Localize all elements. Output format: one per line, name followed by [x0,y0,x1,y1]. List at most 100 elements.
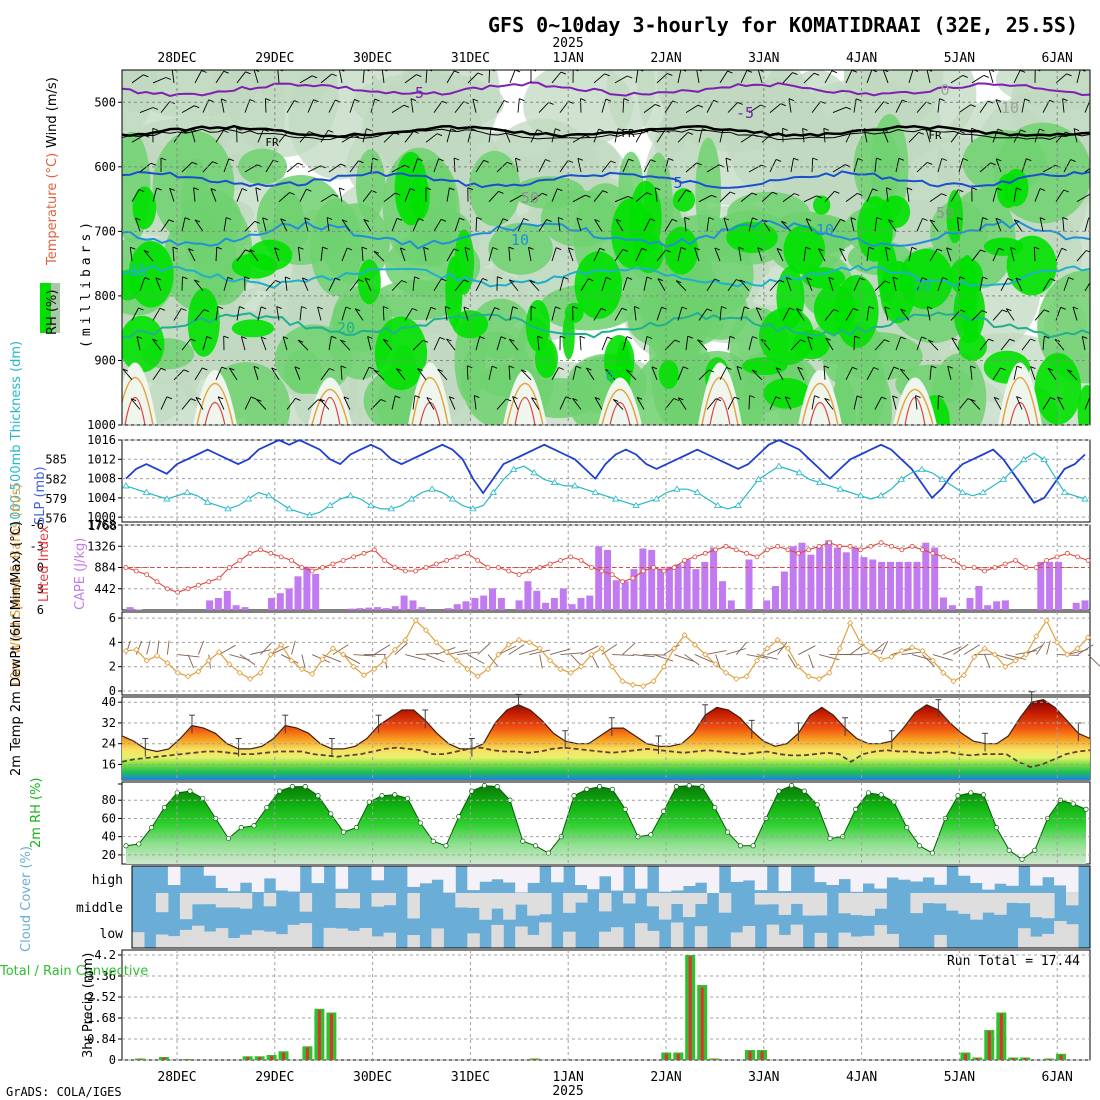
cloud-cell [623,893,636,904]
cape-bar [1072,602,1080,610]
wind-speed-point [660,663,667,670]
temp-tick-label: 32 [102,716,116,730]
lifted-index-point [340,558,346,563]
cape-bar [727,600,735,610]
cloud-cell [1030,866,1043,886]
cloud-cell [599,931,612,948]
precip-conv-bar [533,1058,537,1061]
wind-barb [943,646,962,655]
wind-barb [415,652,438,655]
cape-bar [1001,600,1009,610]
thickness-point [367,501,375,508]
wind-barb [456,651,479,655]
contour-label: 20 [913,277,931,295]
contour-label: 0 [940,81,949,99]
rh2m-point [289,784,295,790]
lifted-index-point [371,547,377,553]
wind-speed-point [184,673,192,680]
chart-title: GFS 0~10day 3-hourly for KOMATIDRAAI (32… [488,13,1078,37]
wind-barb [146,640,151,655]
cloud-cell [850,893,863,916]
wind-speed-point [205,657,212,664]
cape-bar [232,605,240,610]
rh2m-point [917,843,923,849]
wind-speed-point [888,653,895,661]
lifted-index-point [289,558,294,563]
wind-barb [1077,644,1094,655]
lifted-index-point [1013,558,1018,563]
wind-speed-point [412,617,419,624]
contour-label: -5 [736,104,754,122]
wind-speed-point [547,657,554,664]
wind-barb [953,643,969,655]
run-total: Run Total = 17.44 [947,954,1080,969]
cape-bar [763,600,771,610]
wind-barb [218,644,236,655]
cloud-cell [227,938,241,948]
cloud-cell [694,926,708,948]
thickness-point [693,488,702,495]
cloud-cell [982,893,995,913]
cloud-cell [874,893,887,909]
lifted-index-point [640,568,646,574]
svg-text:2m Temp 2m DewPt (6hr Min/Max): 2m Temp 2m DewPt (6hr Min/Max) (°C) [9,521,24,776]
lifted-index-point [609,572,615,577]
cape-tick-label: 442 [94,582,116,596]
cloud-cell [958,893,971,914]
cape-bar [1081,600,1089,610]
wind-barb [487,654,499,668]
cape-bar [993,601,1001,610]
wind-speed-point [671,645,678,652]
rh2m-point [609,786,615,792]
rh2m-point [673,784,679,790]
cloud-cell [742,866,756,881]
cape-bar [860,557,868,610]
cape-bar [816,546,824,611]
wind-speed-point [650,678,657,685]
cloud-cell [407,935,420,948]
precip-ylabel: Total / Rain Convective 3hr Precip (mm) [0,953,148,1058]
wind-barb [1025,645,1043,655]
cape-bar [294,576,302,610]
wind-barb [674,654,694,662]
wind-barb [756,654,778,660]
wind-barb [653,654,674,662]
lifted-index-point [402,568,408,574]
wind-speed-point [1002,663,1009,670]
rh2m-point [520,838,526,844]
cloud-cell [215,893,229,908]
lifted-index-point [382,558,388,563]
cloud-cell [886,933,899,948]
cloud-cell [371,866,384,881]
wind-speed-point [391,646,399,653]
thickness-point [999,475,1008,482]
precip-conv-bar [975,1058,979,1060]
wind-speed-point [278,641,285,648]
precip-conv-bar [246,1057,250,1060]
rh2m-point [238,825,244,831]
cape-bar [674,564,682,610]
cloud-cell [790,924,804,948]
pressure-tick-label: 500 [94,95,116,109]
wind-barb [508,644,525,655]
cloud-cell [874,866,887,889]
lifted-index-point [1075,554,1081,560]
wind-barb [291,640,296,655]
thickness-point [265,491,273,499]
cape-bar [1055,561,1062,610]
temp-tick-label: 16 [102,757,116,771]
thickness-point [305,511,314,518]
wind-tick-label: 0 [109,684,116,698]
rh2m-point [1083,806,1089,812]
cloud-cell [167,866,181,885]
cape-bar [524,581,532,610]
lifted-index-point [868,543,874,549]
cloud-cell [838,893,851,914]
cloud-cell [1054,866,1067,886]
wind-barb [591,654,599,669]
slp-tick-label: 1000 [87,510,116,524]
cloud-cell [778,893,792,915]
thickness-point [836,485,844,492]
x-tick-label-bottom: 1JAN [553,1070,584,1085]
rh-tick-label: 60 [102,811,116,825]
